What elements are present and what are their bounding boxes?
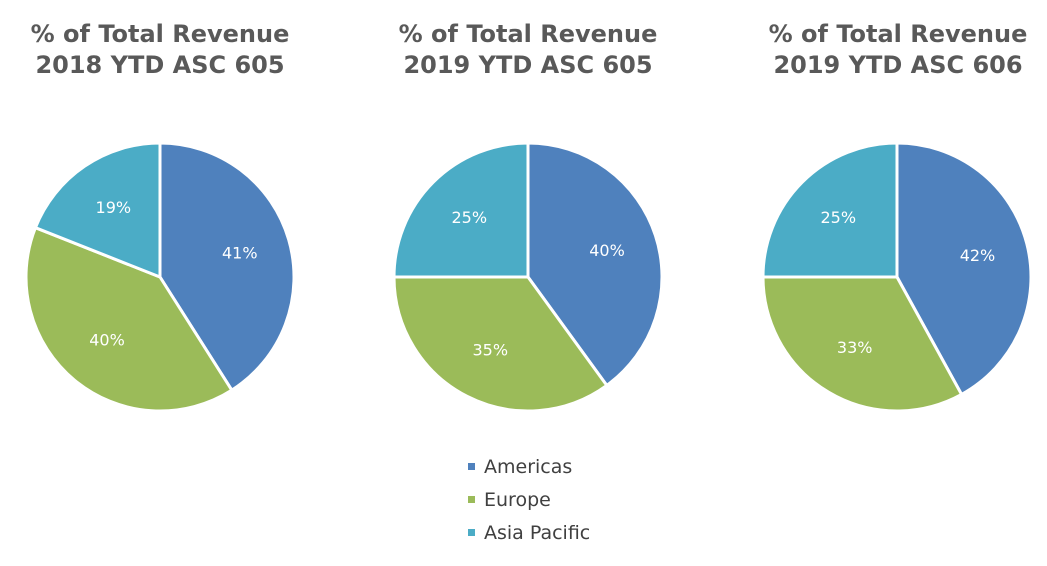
chart-title-2-line1: % of Total Revenue xyxy=(398,20,658,48)
legend-label-americas: Americas xyxy=(484,455,573,478)
chart-title-3: % of Total Revenue 2019 YTD ASC 606 xyxy=(738,19,1047,81)
legend-swatch-europe xyxy=(468,496,475,503)
legend-swatch-americas xyxy=(468,463,475,470)
pie-1-slice-asia-pacific xyxy=(33,141,162,280)
pie-1-label-europe: 40% xyxy=(89,331,125,350)
pie-1-label-americas: 41% xyxy=(222,243,258,262)
pie-3-label-europe: 33% xyxy=(837,338,873,357)
pie-3-label-americas: 42% xyxy=(960,246,996,265)
pie-2-slice-asia-pacific xyxy=(392,141,530,279)
chart-title-3-line1: % of Total Revenue xyxy=(768,20,1028,48)
legend-item-asia-pacific: Asia Pacific xyxy=(468,516,590,549)
pie-2-slice-europe xyxy=(392,275,609,413)
legend-swatch-asia-pacific xyxy=(468,529,475,536)
pie-3-label-asia-pacific: 25% xyxy=(820,208,856,227)
legend-item-americas: Americas xyxy=(468,450,590,483)
pie-1-slice-europe xyxy=(24,225,234,413)
chart-title-1: % of Total Revenue 2018 YTD ASC 605 xyxy=(0,19,320,81)
legend: Americas Europe Asia Pacific xyxy=(468,450,590,549)
pie-2-label-europe: 35% xyxy=(473,341,509,360)
pie-3-slice-asia-pacific xyxy=(761,141,899,279)
chart-title-3-line2: 2019 YTD ASC 606 xyxy=(773,51,1023,79)
chart-title-1-line2: 2018 YTD ASC 605 xyxy=(35,51,285,79)
chart-title-1-line1: % of Total Revenue xyxy=(30,20,290,48)
legend-label-europe: Europe xyxy=(484,488,551,511)
legend-item-europe: Europe xyxy=(468,483,590,516)
pie-3-slice-europe xyxy=(761,275,964,413)
chart-title-2-line2: 2019 YTD ASC 605 xyxy=(403,51,653,79)
pie-3-slice-americas xyxy=(895,141,1033,397)
pie-1-label-asia-pacific: 19% xyxy=(96,198,132,217)
chart-title-2: % of Total Revenue 2019 YTD ASC 605 xyxy=(368,19,688,81)
pie-2-slice-americas xyxy=(526,141,664,388)
pie-2-label-asia-pacific: 25% xyxy=(451,208,487,227)
legend-label-asia-pacific: Asia Pacific xyxy=(484,521,591,544)
pie-2-label-americas: 40% xyxy=(589,241,625,260)
